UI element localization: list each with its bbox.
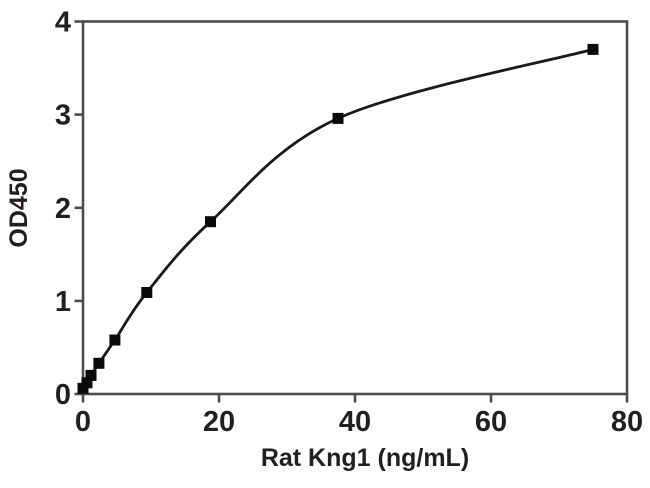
data-point-marker [109, 334, 121, 346]
axis-tick-labels: 0 20 40 60 80 0 1 2 3 4 [55, 7, 643, 439]
x-axis-title: Rat Kng1 (ng/mL) [261, 444, 469, 472]
data-point-marker [205, 216, 216, 228]
data-point-marker [77, 382, 89, 394]
data-point-marker [85, 369, 97, 381]
data-point-marker [141, 287, 153, 298]
x-tick-label: 20 [203, 406, 235, 438]
data-point-marker [93, 357, 105, 369]
y-axis-title: OD450 [5, 168, 33, 247]
plot-frame-rect [81, 20, 629, 396]
data-point-marker [81, 377, 93, 389]
y-tick-label: 3 [55, 100, 71, 132]
plot-frame [81, 20, 629, 396]
data-point-marker [332, 112, 344, 124]
x-tick-label: 0 [75, 406, 91, 438]
axis-ticks [74, 20, 629, 403]
y-tick-label: 1 [55, 286, 71, 318]
data-point-marker [587, 43, 599, 55]
x-tick-label: 60 [475, 406, 507, 438]
y-tick-label: 0 [55, 379, 71, 411]
y-tick-label: 4 [55, 7, 71, 39]
x-tick-label: 40 [339, 406, 371, 438]
standard-curve-series [77, 43, 599, 394]
x-tick-label: 80 [611, 406, 643, 438]
y-tick-label: 2 [55, 193, 71, 225]
fitted-curve [81, 48, 594, 390]
